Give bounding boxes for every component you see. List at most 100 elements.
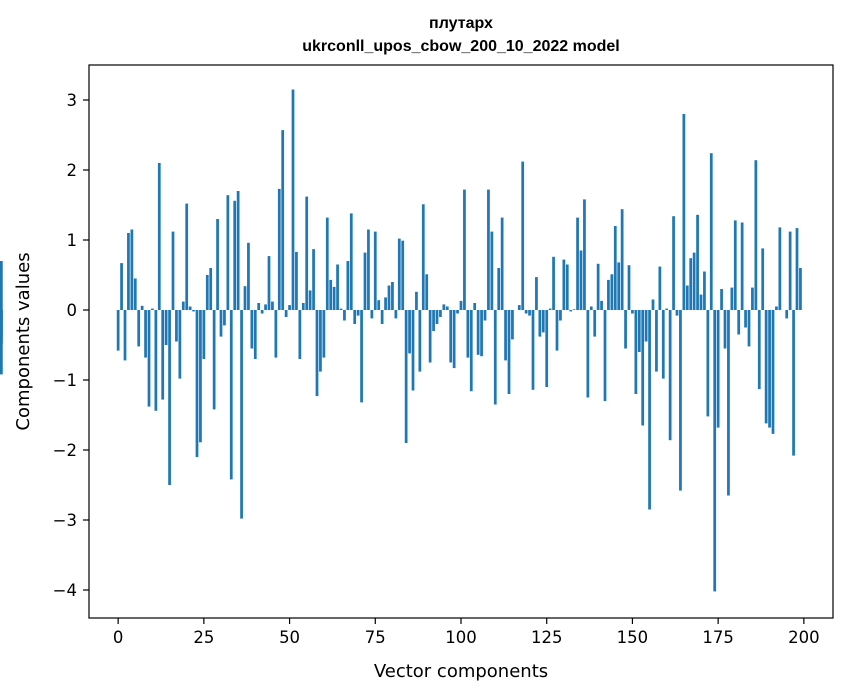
x-axis-label: Vector components <box>374 661 548 682</box>
bar <box>0 261 3 310</box>
bar <box>195 310 199 457</box>
bar <box>391 282 394 310</box>
bar <box>607 279 610 310</box>
bar <box>644 310 648 342</box>
bar <box>168 310 171 485</box>
bar <box>397 238 401 310</box>
bar <box>706 310 710 417</box>
bar <box>236 191 240 310</box>
x-tick-label: 50 <box>279 628 300 647</box>
bar <box>363 252 367 310</box>
bar <box>572 309 576 310</box>
bar <box>284 310 288 317</box>
y-tick-label: −3 <box>53 511 77 530</box>
bar <box>0 310 3 375</box>
bar <box>367 229 370 310</box>
bar <box>713 310 717 592</box>
bar <box>723 310 727 349</box>
bar <box>775 306 778 310</box>
bar <box>408 310 411 354</box>
bar <box>271 301 274 310</box>
bar <box>439 310 442 317</box>
bar <box>164 310 168 345</box>
bar <box>648 310 651 510</box>
bar <box>373 231 377 310</box>
bar <box>562 259 566 310</box>
bar <box>137 310 141 347</box>
bar <box>267 256 271 310</box>
bar <box>617 262 621 310</box>
bar <box>428 310 432 363</box>
bar <box>703 271 706 310</box>
bar <box>452 310 456 369</box>
bar <box>476 310 480 355</box>
bar <box>792 310 795 456</box>
bar <box>349 213 353 310</box>
bar <box>541 310 545 333</box>
bar <box>192 310 195 312</box>
bar <box>277 188 281 310</box>
bar <box>672 216 675 310</box>
bar <box>188 306 192 310</box>
bar <box>157 163 161 310</box>
bar <box>212 310 216 410</box>
bar <box>370 310 374 319</box>
bar <box>425 274 429 310</box>
bar <box>339 308 343 310</box>
bar <box>308 290 312 310</box>
bar <box>151 308 154 310</box>
bar <box>497 268 501 310</box>
bar <box>380 310 384 324</box>
bar <box>761 248 765 310</box>
bar <box>593 310 597 337</box>
bar <box>696 214 699 310</box>
bar <box>127 233 130 310</box>
bar <box>583 199 586 310</box>
bar <box>665 308 669 310</box>
bar <box>346 261 350 310</box>
y-axis-label: Components values <box>13 252 34 430</box>
bar <box>202 310 206 359</box>
bar <box>226 195 230 310</box>
bar <box>524 310 528 314</box>
bar <box>785 310 789 319</box>
bar <box>480 310 483 357</box>
bar <box>243 286 247 310</box>
bar <box>147 310 151 407</box>
bar <box>641 310 645 426</box>
bar <box>720 289 723 310</box>
x-tick-label: 75 <box>365 628 386 647</box>
bar <box>764 310 768 424</box>
bar <box>631 310 634 314</box>
y-tick-label: −1 <box>53 371 77 390</box>
bar <box>528 310 531 316</box>
bar <box>421 204 425 310</box>
bar <box>538 310 542 337</box>
bar <box>343 310 346 321</box>
bar <box>260 310 264 314</box>
bar <box>576 217 579 310</box>
bar <box>140 305 144 310</box>
bar <box>281 130 285 310</box>
bar <box>613 226 617 310</box>
bar <box>123 310 127 361</box>
x-tick-label: 0 <box>113 628 124 647</box>
bar <box>637 310 641 352</box>
bar <box>655 310 658 372</box>
bar <box>329 279 333 310</box>
bar <box>610 274 614 310</box>
bar <box>531 310 535 390</box>
bar <box>298 310 302 359</box>
x-tick-label: 25 <box>193 628 214 647</box>
bar <box>181 301 185 310</box>
bar <box>322 310 326 358</box>
bar <box>325 217 329 310</box>
bar <box>709 153 713 310</box>
y-tick-label: 2 <box>67 161 78 180</box>
chart-title-line2: ukrconll_upos_cbow_200_10_2022 model <box>302 38 619 55</box>
bar <box>733 220 737 310</box>
bar <box>685 285 689 310</box>
bar <box>778 227 782 310</box>
bar <box>565 264 569 310</box>
bar <box>535 277 538 310</box>
